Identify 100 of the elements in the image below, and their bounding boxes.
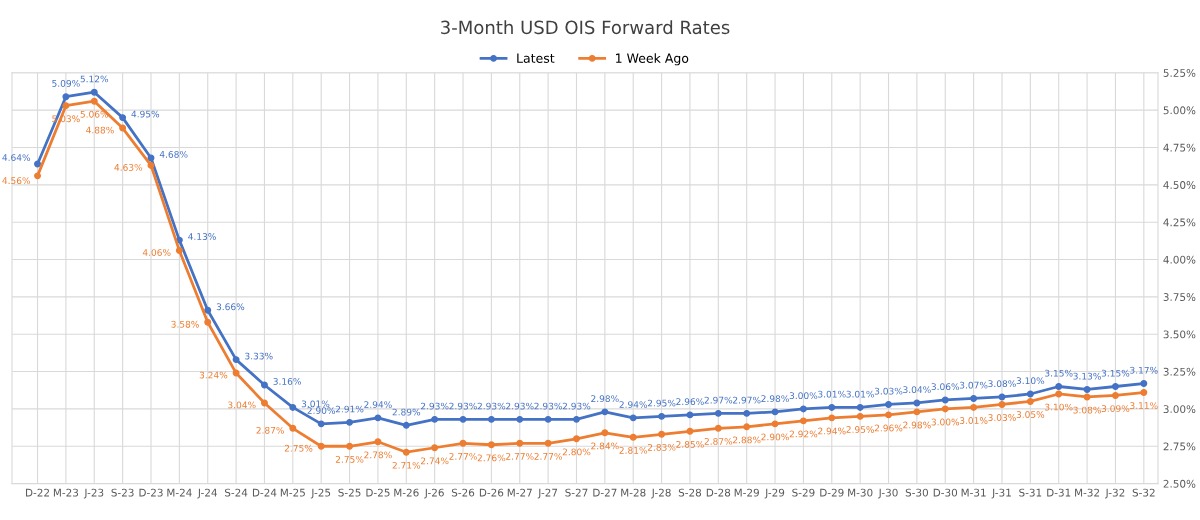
data-label: 2.98% (591, 395, 619, 403)
legend-label: Latest (517, 53, 555, 63)
point (970, 403, 978, 411)
y-tick-label: 5.00% (1163, 106, 1196, 115)
data-label: 2.80% (562, 448, 591, 456)
data-label: 2.87% (256, 426, 284, 434)
point (629, 433, 637, 441)
data-label: 2.93% (477, 402, 506, 410)
x-tick-label: J-26 (424, 488, 444, 499)
point (771, 408, 779, 416)
point (544, 439, 552, 447)
data-label: 3.00% (789, 392, 818, 400)
point (1083, 386, 1091, 393)
x-tick-label: S-29 (792, 488, 815, 497)
data-label: 3.15% (1045, 369, 1073, 377)
x-tick-label: M-30 (848, 488, 873, 497)
data-label: 2.96% (676, 398, 704, 405)
x-tick-label: D-23 (139, 488, 163, 497)
point (714, 409, 722, 417)
data-label: 4.88% (86, 126, 114, 134)
point (1111, 391, 1119, 399)
data-label: 2.94% (818, 427, 846, 435)
data-label: 3.01% (818, 390, 846, 398)
point (913, 399, 921, 407)
point (459, 439, 467, 447)
point (346, 442, 354, 450)
point (714, 424, 722, 432)
data-label: 2.77% (534, 452, 562, 460)
data-label: 2.90% (307, 407, 336, 414)
data-label: 3.66% (216, 303, 245, 311)
data-label: 3.58% (171, 320, 199, 328)
data-label: 2.92% (789, 430, 818, 438)
data-label: 3.08% (1073, 406, 1101, 414)
y-tick-label: 3.00% (1163, 405, 1196, 414)
data-label: 4.68% (159, 150, 188, 158)
data-label: 3.03% (988, 414, 1016, 421)
y-tick-label: 2.75% (1163, 442, 1196, 451)
point (1111, 383, 1119, 390)
point (601, 408, 609, 416)
x-tick-label: M-24 (167, 488, 192, 497)
x-tick-label: S-27 (565, 488, 588, 497)
data-label: 2.96% (874, 424, 903, 432)
point (885, 411, 892, 419)
x-tick-label: M-28 (621, 488, 646, 497)
data-label: 3.13% (1073, 372, 1101, 380)
x-tick-label: J-24 (197, 488, 217, 499)
x-tick-label: J-27 (537, 488, 558, 499)
data-label: 2.89% (392, 408, 421, 416)
point (856, 403, 864, 411)
y-tick-label: 3.25% (1163, 367, 1196, 376)
data-label: 2.98% (761, 395, 789, 403)
data-label: 2.93% (534, 402, 562, 410)
point (90, 97, 98, 105)
y-tick-label: 2.50% (1163, 479, 1196, 488)
data-label: 2.90% (761, 433, 789, 441)
data-label: 3.01% (301, 400, 330, 408)
x-tick-label: M-32 (1075, 488, 1100, 497)
x-tick-label: S-31 (1019, 488, 1042, 497)
point (856, 412, 864, 420)
point (828, 403, 836, 411)
data-label: 3.06% (931, 383, 960, 391)
data-label: 2.74% (420, 457, 449, 465)
point (970, 394, 978, 402)
x-tick-label: J-23 (83, 488, 104, 499)
x-tick-label: J-28 (651, 488, 671, 499)
point (260, 381, 268, 389)
x-tick-label: S-26 (451, 488, 475, 497)
point (232, 369, 240, 377)
y-tick-label: 4.00% (1163, 255, 1196, 264)
data-label: 3.10% (1045, 403, 1073, 411)
x-tick-label: M-29 (734, 488, 759, 497)
point (487, 415, 495, 423)
data-label: 3.01% (846, 390, 874, 398)
y-tick-label: 4.25% (1163, 218, 1196, 227)
data-label: 5.12% (80, 75, 109, 83)
point (62, 93, 70, 101)
point (317, 420, 325, 428)
point (601, 429, 609, 437)
data-label: 4.06% (142, 249, 171, 256)
data-label: 2.94% (364, 401, 392, 408)
point (913, 408, 921, 416)
data-label: 3.05% (1016, 411, 1045, 418)
point (1055, 390, 1063, 398)
x-tick-label: J-25 (310, 488, 331, 499)
y-tick-label: 4.50% (1163, 181, 1196, 189)
point (34, 172, 42, 180)
point (743, 423, 751, 431)
point (459, 415, 467, 423)
point (743, 409, 751, 417)
data-label: 4.64% (2, 154, 31, 161)
point (1083, 393, 1091, 401)
point (374, 414, 382, 422)
data-label: 3.09% (1101, 405, 1130, 412)
point (487, 441, 495, 449)
point (204, 318, 212, 326)
point (1026, 397, 1034, 405)
data-label: 3.04% (903, 386, 931, 394)
x-tick-label: D-28 (706, 488, 731, 497)
data-label: 2.88% (733, 436, 761, 444)
data-label: 4.56% (2, 177, 31, 185)
